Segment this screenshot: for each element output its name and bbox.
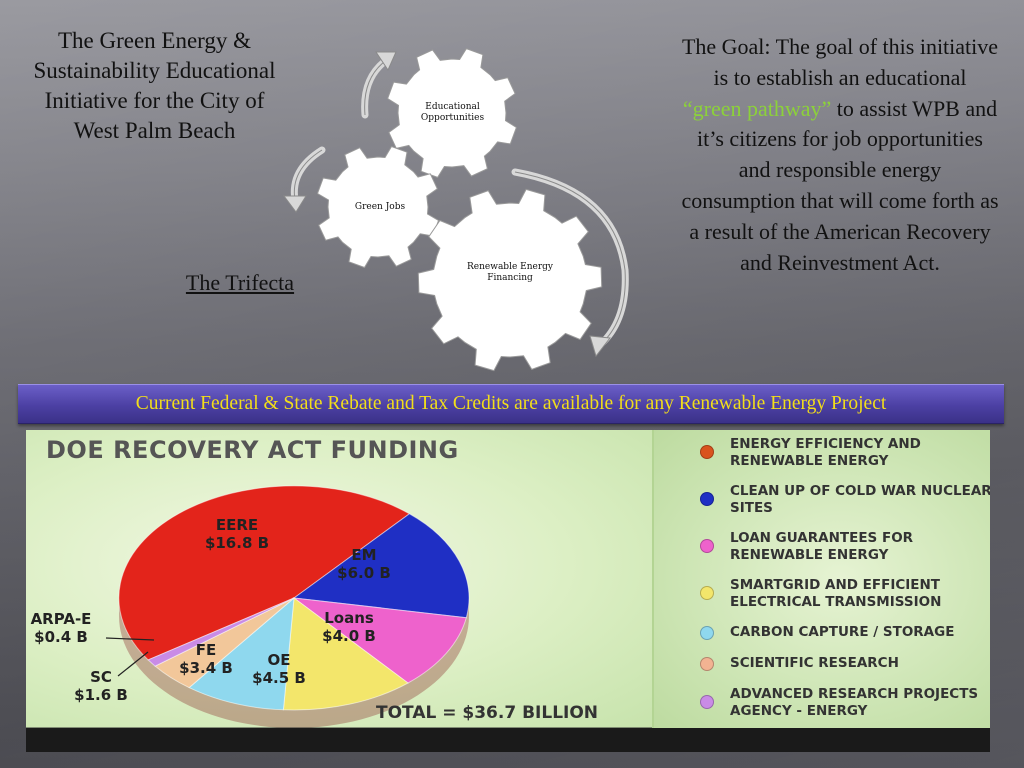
slice-value: $0.4 B — [34, 628, 88, 646]
legend-label: SMARTGRID AND EFFICIENT ELECTRICAL TRANS… — [730, 577, 942, 610]
legend-label: SCIENTIFIC RESEARCH — [730, 655, 899, 671]
slice-code: EM — [351, 546, 377, 564]
arrow-right-icon — [511, 168, 629, 358]
legend-item: CARBON CAPTURE / STORAGE — [672, 624, 990, 655]
goal-text-part1: The goal of this initiative is to establ… — [713, 34, 999, 90]
pie-chart — [26, 485, 652, 728]
gear-educational — [386, 47, 518, 179]
legend-swatch — [700, 586, 714, 600]
legend-item: SCIENTIFIC RESEARCH — [672, 655, 990, 686]
legend-swatch — [700, 626, 714, 640]
pie-label-fe: FE $3.4 B — [166, 641, 246, 677]
legend-label: CLEAN UP OF COLD WAR NUCLEAR SITES — [730, 483, 990, 516]
doe-funding-chart: DOE RECOVERY ACT FUNDING EERE $16.8 B EM… — [26, 430, 990, 752]
legend-label: LOAN GUARANTEES FOR RENEWABLE ENERGY — [730, 530, 914, 563]
slice-value: $6.0 B — [337, 564, 391, 582]
goal-text-part2: to assist WPB and it’s citizens for job … — [681, 95, 999, 275]
legend-label: CARBON CAPTURE / STORAGE — [730, 624, 955, 640]
chart-legend: ENERGY EFFICIENCY AND RENEWABLE ENERGY CL… — [672, 436, 990, 733]
leader-sc — [117, 651, 149, 677]
legend-swatch — [700, 492, 714, 506]
legend-label: ADVANCED RESEARCH PROJECTS AGENCY - ENER… — [730, 686, 979, 719]
chart-total: TOTAL = $36.7 BILLION — [376, 703, 599, 723]
legend-item: ENERGY EFFICIENCY AND RENEWABLE ENERGY — [672, 436, 990, 483]
slice-code: Loans — [324, 609, 374, 627]
pie-slice-oe — [282, 597, 409, 711]
legend-item: LOAN GUARANTEES FOR RENEWABLE ENERGY — [672, 530, 990, 577]
trifecta-subtitle: The Trifecta — [185, 270, 295, 295]
legend-label: ENERGY EFFICIENCY AND RENEWABLE ENERGY — [730, 436, 921, 469]
slide-title: The Green Energy & Sustainability Educat… — [33, 28, 276, 143]
gear-label-green-jobs: Green Jobs — [354, 202, 406, 212]
chart-area: DOE RECOVERY ACT FUNDING EERE $16.8 B EM… — [26, 430, 652, 728]
pie-label-oe: OE $4.5 B — [239, 651, 319, 687]
slice-code: ARPA-E — [30, 610, 92, 628]
slice-value: $4.0 B — [322, 627, 376, 645]
slice-code: SC — [90, 668, 112, 686]
arrow-left-icon — [283, 146, 326, 213]
legend-swatch — [700, 445, 714, 459]
slice-value: $16.8 B — [204, 534, 270, 552]
goal-lead: The Goal: — [681, 34, 771, 59]
pie-slice-eere — [118, 485, 411, 661]
chart-legend-area: ENERGY EFFICIENCY AND RENEWABLE ENERGY CL… — [652, 430, 990, 728]
legend-swatch — [700, 539, 714, 553]
slice-code: FE — [195, 641, 217, 659]
slice-value: $1.6 B — [74, 686, 128, 704]
banner-text: Current Federal & State Rebate and Tax C… — [135, 393, 887, 414]
pie-slice-arpa-e — [147, 597, 295, 667]
slice-value: $3.4 B — [179, 659, 233, 677]
slice-value: $4.5 B — [252, 669, 306, 687]
gear-financing — [417, 188, 603, 372]
pie-slice-fe — [188, 596, 295, 711]
arrow-top-icon — [361, 51, 397, 119]
pie-label-loans: Loans $4.0 B — [309, 609, 389, 645]
slice-code: OE — [267, 651, 291, 669]
legend-swatch — [700, 695, 714, 709]
gear-green-jobs — [316, 145, 440, 269]
pie-label-em: EM $6.0 B — [324, 546, 404, 582]
gear-label-financing: Renewable Energy Financing — [467, 262, 553, 283]
legend-item: SMARTGRID AND EFFICIENT ELECTRICAL TRANS… — [672, 577, 990, 624]
pie-label-arpa-e: ARPA-E $0.4 B — [26, 610, 96, 646]
chart-title: DOE RECOVERY ACT FUNDING — [46, 436, 459, 464]
pie-label-sc: SC $1.6 B — [66, 668, 136, 704]
leader-arpa-e — [105, 637, 155, 641]
pie-label-eere: EERE $16.8 B — [192, 516, 282, 552]
pie-slice-loans — [292, 597, 467, 684]
goal-highlight: “green pathway” — [682, 95, 832, 121]
legend-item: CLEAN UP OF COLD WAR NUCLEAR SITES — [672, 483, 990, 530]
slice-code: EERE — [215, 516, 259, 534]
gear-diagram — [283, 47, 629, 372]
gear-label-educational: Educational Opportunities — [420, 102, 485, 123]
pie-slice-em — [292, 513, 470, 619]
rebate-banner: Current Federal & State Rebate and Tax C… — [18, 384, 1004, 424]
legend-item: ADVANCED RESEARCH PROJECTS AGENCY - ENER… — [672, 686, 990, 733]
goal-text: The Goal: The goal of this initiative is… — [680, 32, 1000, 278]
legend-swatch — [700, 657, 714, 671]
